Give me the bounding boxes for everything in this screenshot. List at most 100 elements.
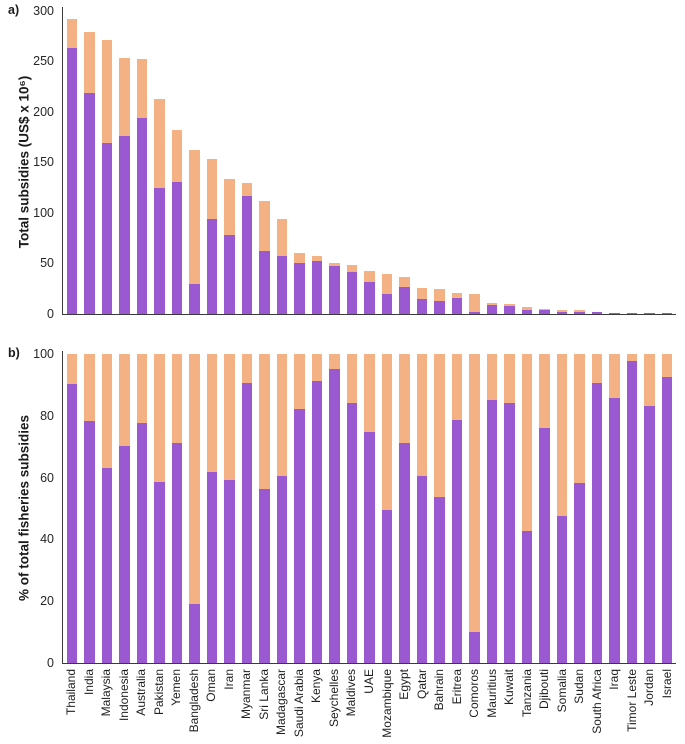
segment-purple-iraq [609,398,620,663]
segment-purple-uae [364,432,375,663]
bar-bangladesh [189,353,200,663]
bar-somalia [556,353,568,663]
bar-oman [206,353,218,663]
bar-maldives [346,265,358,314]
segment-orange-oman [206,353,218,473]
x-label-thailand: Thailand [64,669,79,716]
bar-mozambique [381,353,393,663]
x-label-iraq: Iraq [607,669,622,690]
bar-south-africa [591,311,603,314]
segment-purple-qatar [416,475,428,663]
x-label-eritrea: Eritrea [449,669,464,705]
segment-purple-mauritius [486,304,498,314]
segment-orange-madagascar [276,218,288,256]
bar-saudi-arabia [294,353,305,663]
segment-orange-mauritius [486,353,498,400]
segment-purple-egypt [399,443,410,663]
segment-purple-pakistan [154,188,165,314]
x-label-sudan: Sudan [572,669,587,704]
x-label-iran: Iran [221,669,236,690]
segment-purple-iraq [609,312,620,314]
bar-timor-leste [626,353,638,663]
y-tick-label-200: 200 [33,104,54,119]
segment-orange-djibouti [539,308,550,310]
segment-purple-timor-leste [626,361,638,663]
bar-bahrain [434,289,445,314]
segment-orange-kuwait [504,353,515,403]
segment-orange-comoros [469,294,480,312]
segment-purple-australia [136,117,148,314]
segment-purple-somalia [556,311,568,314]
x-label-maldives: Maldives [344,669,359,717]
x-label-kuwait: Kuwait [502,669,517,706]
segment-purple-tanzania [521,531,533,663]
segment-orange-sudan [574,353,585,484]
x-label-israel: Israel [659,669,674,699]
segment-purple-yemen [171,443,183,663]
segment-orange-sri-lanka [259,353,270,490]
bar-egypt [399,353,410,663]
x-label-qatar: Qatar [414,669,429,700]
segment-purple-iran [224,234,235,314]
bar-myanmar [241,183,253,314]
y-tick-label-80: 80 [40,408,54,423]
segment-orange-iran [224,353,235,481]
segment-purple-myanmar [241,196,253,314]
bar-qatar [416,353,428,663]
segment-purple-bangladesh [189,284,200,314]
segment-purple-maldives [346,402,358,663]
segment-purple-sri-lanka [259,489,270,663]
bar-sudan [574,353,585,663]
segment-purple-tanzania [521,310,533,314]
y-tick-label-60: 60 [40,470,54,485]
bar-sudan [574,310,585,314]
segment-purple-uae [364,282,375,314]
segment-orange-pakistan [154,99,165,189]
bar-somalia [556,309,568,314]
segment-purple-bahrain [434,300,445,314]
segment-purple-comoros [469,312,480,314]
x-label-madagascar: Madagascar [274,669,289,736]
segment-orange-india [84,353,95,422]
segment-purple-sri-lanka [259,250,270,314]
x-label-india: India [81,669,96,696]
segment-orange-madagascar [276,353,288,476]
y-tick-label-50: 50 [40,256,54,270]
segment-orange-indonesia [119,57,130,136]
segment-orange-south-africa [591,353,603,383]
bar-comoros [469,353,480,663]
x-label-jordan: Jordan [642,669,657,706]
segment-purple-seychelles [329,368,340,663]
segment-purple-south-africa [591,311,603,314]
segment-purple-mozambique [381,509,393,663]
bar-kenya [311,255,323,314]
segment-purple-thailand [66,47,77,314]
segment-purple-kenya [311,260,323,314]
bar-maldives [346,353,358,663]
segment-orange-india [84,31,95,94]
bar-oman [206,158,218,314]
segment-purple-djibouti [539,427,550,663]
bar-pakistan [154,353,165,663]
x-label-south-africa: South Africa [589,669,604,734]
y-tick-label-250: 250 [33,54,54,68]
segment-purple-thailand [66,384,77,663]
segment-orange-maldives [346,353,358,403]
segment-purple-bangladesh [189,603,200,663]
bar-egypt [399,277,410,314]
segment-orange-indonesia [119,353,130,447]
segment-orange-israel [661,353,673,377]
segment-purple-jordan [644,406,655,663]
segment-purple-indonesia [119,135,130,314]
x-label-somalia: Somalia [554,669,569,713]
bar-indonesia [119,57,130,314]
bar-sri-lanka [259,353,270,663]
segment-orange-bahrain [434,353,445,498]
segment-orange-eritrea [451,353,463,420]
segment-orange-djibouti [539,353,550,428]
y-tick-label-40: 40 [40,532,54,547]
y-tick-label-150: 150 [33,155,54,169]
x-label-bangladesh: Bangladesh [186,669,201,733]
bar-bangladesh [189,149,200,314]
x-label-indonesia: Indonesia [116,669,131,722]
